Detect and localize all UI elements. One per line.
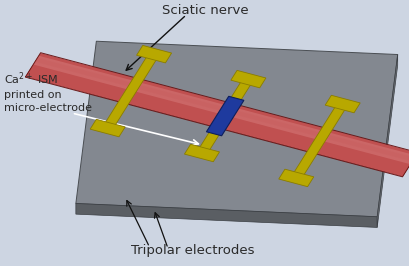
Polygon shape — [33, 56, 409, 164]
Polygon shape — [35, 58, 409, 161]
Polygon shape — [206, 96, 243, 136]
Text: Sciatic nerve: Sciatic nerve — [161, 4, 248, 17]
Polygon shape — [291, 103, 347, 179]
Text: Ca$^{2+}$ ISM
printed on
micro-electrode: Ca$^{2+}$ ISM printed on micro-electrode — [4, 70, 92, 114]
Polygon shape — [76, 41, 397, 217]
Polygon shape — [35, 56, 409, 162]
Polygon shape — [27, 68, 407, 174]
Polygon shape — [230, 70, 265, 88]
Polygon shape — [25, 66, 408, 176]
Polygon shape — [76, 203, 376, 227]
Polygon shape — [136, 45, 171, 63]
Polygon shape — [184, 144, 219, 162]
Polygon shape — [376, 55, 397, 227]
Text: Tripolar electrodes: Tripolar electrodes — [130, 244, 254, 257]
Polygon shape — [278, 169, 313, 187]
Polygon shape — [103, 53, 159, 129]
Polygon shape — [324, 95, 360, 113]
Polygon shape — [90, 119, 125, 137]
Polygon shape — [197, 78, 253, 154]
Polygon shape — [25, 53, 409, 176]
